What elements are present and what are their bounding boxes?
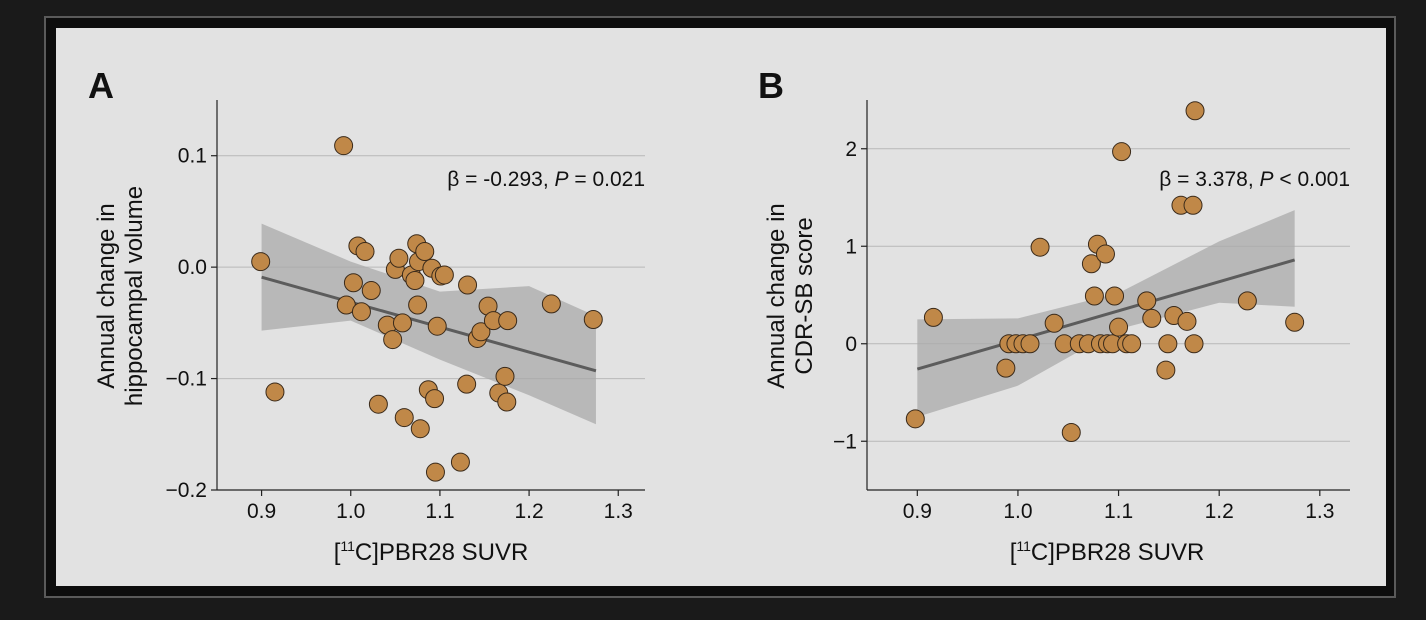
panel-b-point-33 — [1184, 334, 1204, 354]
panel-a-point-2 — [334, 136, 354, 156]
panel-a-x-tick-label-0: 0.9 — [247, 500, 276, 523]
panel-b-y-axis-label-line2: CDR-SB score — [791, 217, 818, 374]
panel-b-y-axis-label-line1: Annual change in — [763, 203, 790, 388]
panel-a-label: A — [88, 65, 114, 106]
panel-b-point-21 — [1109, 317, 1129, 337]
panel-b-x-tick-label-1: 1.0 — [1003, 500, 1032, 523]
panel-b-x-tick-label-4: 1.3 — [1305, 500, 1334, 523]
panel-b-point-35 — [1237, 291, 1257, 311]
panel-a-y-tick-label-1: −0.1 — [166, 368, 207, 391]
panel-a-y-axis-label-line2: hippocampal volume — [121, 186, 148, 406]
panel-b-point-27 — [1156, 360, 1176, 380]
panel-b-x-tick-label-2: 1.1 — [1104, 500, 1133, 523]
panel-a-y-tick-label-0: −0.2 — [166, 479, 207, 502]
panel-b-point-0 — [905, 409, 925, 429]
panel-b-y-tick-label-0: −1 — [833, 430, 857, 453]
panel-b-fit-line — [916, 258, 1296, 371]
panel-a-point-38 — [495, 366, 515, 386]
panel-b-y-tick-label-2: 1 — [845, 235, 857, 258]
panel-b-point-28 — [1158, 334, 1178, 354]
panel-a-point-7 — [355, 242, 375, 262]
panel-b-points — [905, 101, 1305, 442]
panel-b-x-tick-label-0: 0.9 — [903, 500, 932, 523]
panel-a-point-17 — [405, 271, 425, 291]
panel-b-annotation: β = 3.378, P < 0.001 — [1159, 168, 1350, 191]
panel-b-point-6 — [1020, 334, 1040, 354]
panel-a-x-tick-label-3: 1.2 — [514, 500, 543, 523]
panel-b-point-13 — [1081, 254, 1101, 274]
panel-a-point-22 — [415, 242, 435, 262]
panel-a-y-axis-label-line1: Annual change in — [93, 203, 120, 388]
panel-b-label: B — [758, 65, 784, 106]
panel-a-x-tick-label-1: 1.0 — [336, 500, 365, 523]
panel-a-y-tick-label-3: 0.1 — [178, 145, 207, 168]
panel-a-point-42 — [583, 310, 603, 330]
panel-a-point-29 — [434, 265, 454, 285]
panel-b-point-32 — [1183, 195, 1203, 215]
panel-b-axes: −1 0 1 2 0.9 1.0 1.1 1.2 1.3 — [833, 100, 1350, 523]
panel-a-point-32 — [458, 275, 478, 295]
panel-a-y-tick-label-2: 0.0 — [178, 256, 207, 279]
panel-a-point-30 — [450, 452, 470, 472]
panel-a-point-8 — [361, 281, 381, 301]
panel-b-y-tick-label-1: 0 — [845, 333, 857, 356]
panel-a-annotation: β = -0.293, P = 0.021 — [447, 168, 645, 191]
panel-b-point-26 — [1142, 308, 1162, 328]
panel-a-point-14 — [392, 313, 412, 333]
panel-a-x-tick-label-4: 1.3 — [604, 500, 633, 523]
panel-a-point-1 — [265, 382, 285, 402]
panel-a-point-6 — [351, 302, 371, 322]
panel-a-axes: −0.2 −0.1 0.0 0.1 0.9 1.0 1.1 1.2 1.3 — [166, 100, 645, 523]
panel-a-y-axis-label: Annual change in hippocampal volume — [93, 186, 148, 406]
panel-b-point-1 — [923, 307, 943, 327]
panel-b-point-10 — [1061, 422, 1081, 442]
panel-a-point-25 — [425, 389, 445, 409]
panel-a-points — [251, 136, 603, 482]
panel-a-point-4 — [343, 273, 363, 293]
panel-a-point-19 — [408, 295, 428, 315]
panel-b-y-axis-label: Annual change in CDR-SB score — [763, 203, 818, 388]
panel-a-point-9 — [368, 394, 388, 414]
panel-b-point-20 — [1105, 286, 1125, 306]
panel-b-point-22 — [1112, 142, 1132, 162]
panel-b-regression-line — [916, 258, 1296, 371]
panel-b-point-36 — [1285, 312, 1305, 332]
panel-a-point-21 — [410, 419, 430, 439]
panel-a-point-34 — [471, 322, 491, 342]
panel-a-point-40 — [498, 311, 518, 331]
panel-b-y-tick-label-3: 2 — [845, 138, 857, 161]
panel-b-point-31 — [1177, 311, 1197, 331]
panel-b-point-14 — [1084, 286, 1104, 306]
panel-b-point-25 — [1137, 291, 1157, 311]
panel-a-point-11 — [383, 330, 403, 350]
panel-a: A −0.2 −0.1 0.0 0.1 0.9 1.0 1.1 1.2 1.3 β = -0.2… — [88, 65, 645, 566]
panel-b-x-tick-label-3: 1.2 — [1205, 500, 1234, 523]
panel-b-point-34 — [1185, 101, 1205, 121]
panel-a-point-26 — [425, 462, 445, 482]
panel-b-point-17 — [1095, 244, 1115, 264]
panel-a-point-39 — [497, 392, 517, 412]
panel-b-point-24 — [1122, 334, 1142, 354]
panel-a-x-axis-label: [11C]PBR28 SUVR — [334, 538, 529, 566]
panel-b: B −1 0 1 2 0.9 1.0 1.1 1.2 1.3 β = 3.378, P < 0.… — [758, 65, 1350, 566]
panel-a-point-13 — [389, 248, 409, 268]
panel-b-point-7 — [1030, 237, 1050, 257]
panel-a-point-15 — [394, 408, 414, 428]
panel-a-x-tick-label-2: 1.1 — [425, 500, 454, 523]
panel-a-point-41 — [541, 294, 561, 314]
panel-b-point-8 — [1044, 313, 1064, 333]
panel-a-point-27 — [427, 316, 447, 336]
panel-b-point-2 — [996, 358, 1016, 378]
panel-b-x-axis-label: [11C]PBR28 SUVR — [1010, 538, 1205, 566]
panel-a-point-0 — [251, 252, 271, 272]
panel-a-point-31 — [457, 374, 477, 394]
